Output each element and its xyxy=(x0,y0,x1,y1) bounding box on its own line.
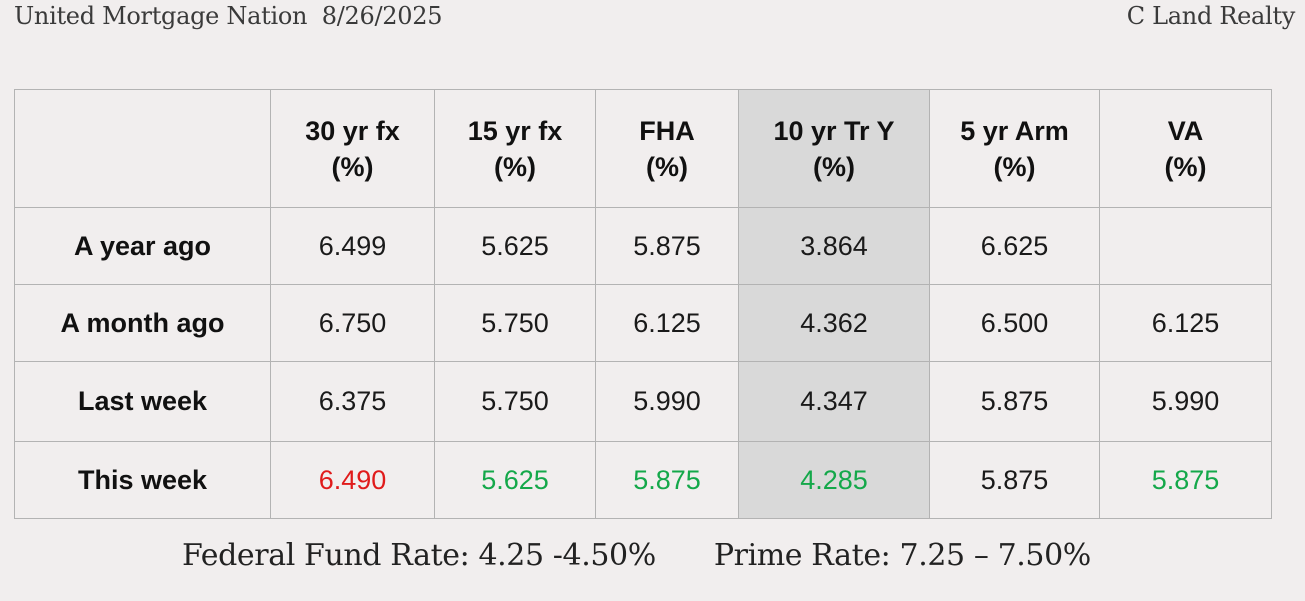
row-label: A year ago xyxy=(14,207,271,285)
column-header-fha: FHA (%) xyxy=(595,89,739,208)
rate-cell: 6.125 xyxy=(1099,284,1272,362)
table-row-last-week: Last week 6.375 5.750 5.990 4.347 5.875 … xyxy=(14,361,1272,442)
rate-cell: 6.490 xyxy=(270,441,435,519)
rate-cell: 4.285 xyxy=(738,441,930,519)
rate-cell: 5.875 xyxy=(595,441,739,519)
table-row-month-ago: A month ago 6.750 5.750 6.125 4.362 6.50… xyxy=(14,284,1272,362)
column-header-30yr-fixed: 30 yr fx (%) xyxy=(270,89,435,208)
rate-cell: 5.875 xyxy=(1099,441,1272,519)
rate-cell: 5.625 xyxy=(434,207,596,285)
table-row-this-week: This week 6.490 5.625 5.875 4.285 5.875 … xyxy=(14,441,1272,519)
mortgage-rates-table: 30 yr fx (%) 15 yr fx (%) FHA (%) 10 yr Tr … xyxy=(14,89,1272,519)
header-title: United Mortgage Nation 8/26/2025 xyxy=(14,2,443,30)
rate-cell: 4.347 xyxy=(738,361,930,442)
rate-cell: 5.875 xyxy=(929,361,1100,442)
prime-rate: Prime Rate: 7.25 – 7.50% xyxy=(713,538,1091,573)
rates-footer: Federal Fund Rate: 4.25 -4.50% Prime Rate… xyxy=(182,538,1091,573)
rate-cell: 5.750 xyxy=(434,361,596,442)
rate-cell: 6.125 xyxy=(595,284,739,362)
rate-cell: 6.750 xyxy=(270,284,435,362)
rate-cell: 5.750 xyxy=(434,284,596,362)
row-label: This week xyxy=(14,441,271,519)
column-header-va: VA (%) xyxy=(1099,89,1272,208)
rate-cell: 5.990 xyxy=(595,361,739,442)
header-brand: C Land Realty xyxy=(1126,2,1296,30)
table-row-year-ago: A year ago 6.499 5.625 5.875 3.864 6.625 xyxy=(14,207,1272,285)
rate-cell: 6.375 xyxy=(270,361,435,442)
row-label: Last week xyxy=(14,361,271,442)
header-corner-cell xyxy=(14,89,271,208)
rate-cell: 5.625 xyxy=(434,441,596,519)
rate-cell: 3.864 xyxy=(738,207,930,285)
federal-fund-rate: Federal Fund Rate: 4.25 -4.50% xyxy=(182,538,656,573)
rate-cell: 5.875 xyxy=(929,441,1100,519)
row-label: A month ago xyxy=(14,284,271,362)
rate-cell: 5.990 xyxy=(1099,361,1272,442)
rate-cell: 4.362 xyxy=(738,284,930,362)
rate-cell xyxy=(1099,207,1272,285)
table-header-row: 30 yr fx (%) 15 yr fx (%) FHA (%) 10 yr Tr … xyxy=(14,89,1272,208)
rate-cell: 6.625 xyxy=(929,207,1100,285)
rate-cell: 6.500 xyxy=(929,284,1100,362)
column-header-5yr-arm: 5 yr Arm (%) xyxy=(929,89,1100,208)
column-header-10yr-treasury: 10 yr Tr Y (%) xyxy=(738,89,930,208)
rate-cell: 5.875 xyxy=(595,207,739,285)
column-header-15yr-fixed: 15 yr fx (%) xyxy=(434,89,596,208)
rate-cell: 6.499 xyxy=(270,207,435,285)
